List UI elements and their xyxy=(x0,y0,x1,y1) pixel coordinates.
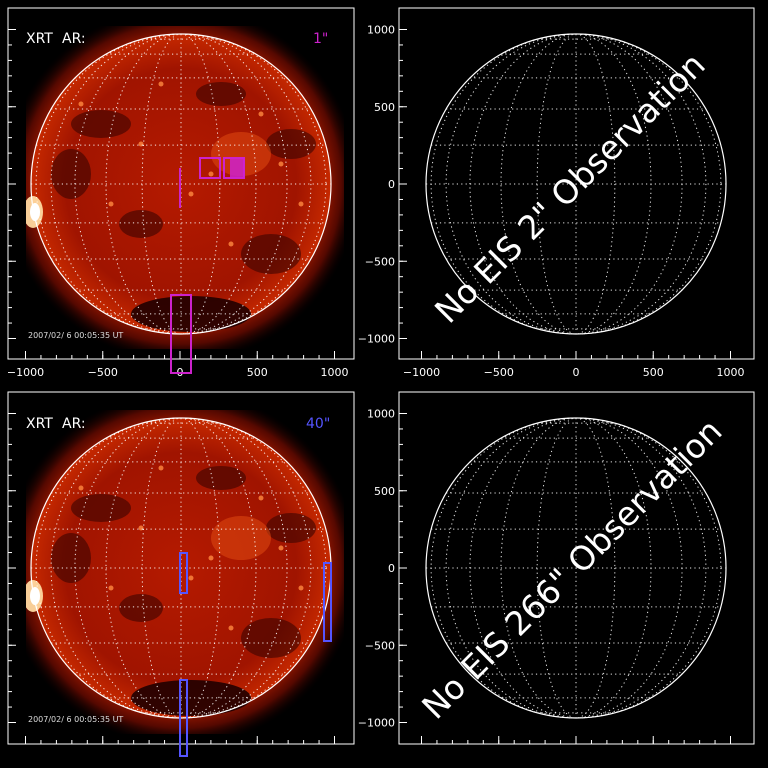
y-tick-label: −1000 xyxy=(358,717,395,730)
raster-box xyxy=(323,562,332,642)
x-tick-label: 0 xyxy=(573,366,580,379)
y-tick-label: −500 xyxy=(365,639,395,652)
x-tick-label: −500 xyxy=(88,366,118,379)
raster-box-filled xyxy=(230,158,244,178)
x-tick-label: −1000 xyxy=(7,366,44,379)
y-tick-label: 500 xyxy=(374,101,395,114)
timestamp: 2007/02/ 6 00:05:35 UT xyxy=(28,715,123,724)
x-axis-ticks: −1000 −500 0 500 1000 xyxy=(403,351,745,379)
x-axis-ticks xyxy=(25,736,335,744)
y-tick-label: 500 xyxy=(374,485,395,498)
lat-lon-grid xyxy=(426,417,726,719)
raster-box xyxy=(179,679,188,757)
x-tick-label: −1000 xyxy=(403,366,440,379)
y-tick-label: −1000 xyxy=(358,333,395,346)
raster-box xyxy=(199,157,221,179)
raster-box xyxy=(179,552,188,594)
y-axis-ticks xyxy=(8,413,16,723)
instrument-label: XRT xyxy=(26,416,53,432)
lat-lon-grid xyxy=(426,33,726,335)
y-tick-label: −500 xyxy=(365,255,395,268)
y-tick-label: 0 xyxy=(388,562,395,575)
ar-label: AR: xyxy=(62,31,86,47)
raster-box-tall xyxy=(170,294,192,374)
y-tick-label: 0 xyxy=(388,178,395,191)
y-tick-label: 1000 xyxy=(367,24,395,37)
resolution-annotation: 1" xyxy=(313,31,328,47)
ar-label: AR: xyxy=(62,416,86,432)
y-axis-ticks: 1000 500 0 −500 −1000 xyxy=(358,24,407,346)
y-axis-ticks xyxy=(8,29,16,339)
xrt-panel-top-left: −1000 −500 0 500 1000 XRT AR: 1" 2007/02/ 6 … xyxy=(7,7,355,379)
instrument-label: XRT xyxy=(26,31,53,47)
x-tick-label: 1000 xyxy=(717,366,745,379)
x-axis-ticks: −1000 −500 0 500 1000 xyxy=(7,351,349,379)
x-tick-label: 500 xyxy=(247,366,268,379)
lat-lon-grid xyxy=(31,33,331,335)
timestamp: 2007/02/ 6 00:05:35 UT xyxy=(28,331,123,340)
resolution-annotation: 40" xyxy=(306,416,330,432)
y-tick-label: 1000 xyxy=(367,408,395,421)
x-tick-label: 500 xyxy=(643,366,664,379)
xrt-panel-bottom-left: XRT AR: 40" 2007/02/ 6 00:05:35 UT xyxy=(7,391,355,757)
x-tick-label: 1000 xyxy=(321,366,349,379)
y-axis-ticks: 1000 500 0 −500 −1000 xyxy=(358,408,407,730)
x-tick-label: −500 xyxy=(484,366,514,379)
x-axis-ticks xyxy=(421,736,731,744)
